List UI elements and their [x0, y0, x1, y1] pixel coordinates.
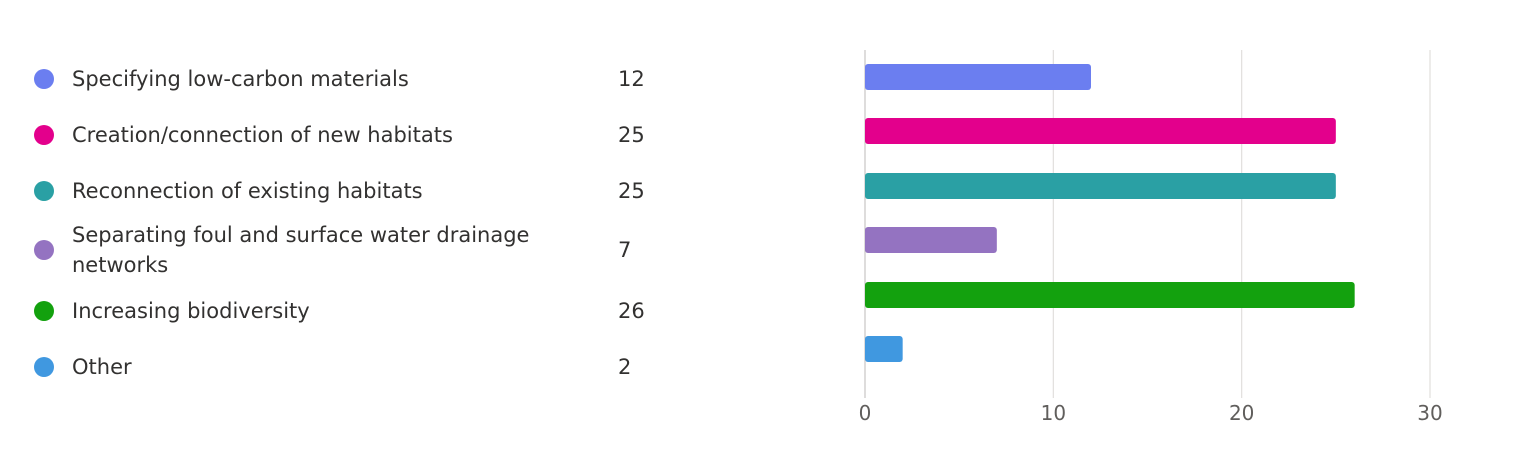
legend-value: 26 [618, 299, 645, 323]
bar [865, 227, 997, 253]
legend-color-dot [34, 301, 54, 321]
legend-value: 25 [618, 123, 645, 147]
legend-color-dot [34, 357, 54, 377]
bar [865, 173, 1336, 199]
x-tick-label: 0 [859, 401, 872, 425]
legend-label: Separating foul and surface water draina… [72, 223, 530, 277]
legend: Specifying low-carbon materials 12 Creat… [0, 0, 700, 465]
legend-item: Other 2 [0, 341, 700, 393]
legend-label: Increasing biodiversity [72, 299, 310, 323]
legend-item: Specifying low-carbon materials 12 [0, 53, 700, 105]
x-tick-label: 10 [1041, 401, 1066, 425]
legend-label: Creation/connection of new habitats [72, 123, 453, 147]
legend-color-dot [34, 240, 54, 260]
legend-value: 7 [618, 238, 632, 262]
legend-item: Creation/connection of new habitats 25 [0, 109, 700, 161]
x-tick-label: 30 [1417, 401, 1442, 425]
legend-color-dot [34, 125, 54, 145]
bar [865, 64, 1091, 90]
legend-color-dot [34, 181, 54, 201]
x-tick-label: 20 [1229, 401, 1254, 425]
legend-item: Reconnection of existing habitats 25 [0, 165, 700, 217]
legend-item: Increasing biodiversity 26 [0, 285, 700, 337]
legend-item: Separating foul and surface water draina… [0, 223, 700, 277]
legend-value: 25 [618, 179, 645, 203]
legend-label: Specifying low-carbon materials [72, 67, 409, 91]
legend-value: 2 [618, 355, 632, 379]
bar [865, 118, 1336, 144]
bar [865, 282, 1355, 308]
bar [865, 336, 903, 362]
legend-label: Reconnection of existing habitats [72, 179, 423, 203]
legend-label: Other [72, 355, 132, 379]
legend-color-dot [34, 69, 54, 89]
legend-value: 12 [618, 67, 645, 91]
